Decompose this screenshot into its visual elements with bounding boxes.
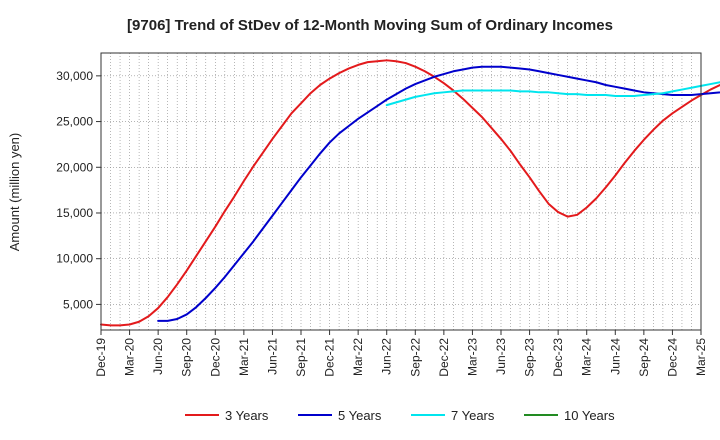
legend-label-3-years: 3 Years bbox=[225, 408, 269, 423]
y-axis: 5,000 10,000 15,000 20,000 25,000 30,000 bbox=[56, 69, 101, 311]
x-tick-label: Dec-23 bbox=[551, 338, 565, 377]
y-tick-label: 30,000 bbox=[56, 69, 93, 83]
legend: 3 Years 5 Years 7 Years 10 Years bbox=[185, 408, 615, 423]
x-tick-label: Sep-21 bbox=[294, 338, 308, 377]
series-layer bbox=[100, 59, 720, 327]
y-tick-label: 10,000 bbox=[56, 252, 93, 266]
legend-label-7-years: 7 Years bbox=[451, 408, 495, 423]
x-tick-label: Mar-21 bbox=[237, 338, 251, 376]
x-tick-label: Mar-20 bbox=[123, 338, 137, 376]
x-tick-label: Jun-24 bbox=[608, 338, 622, 375]
x-tick-label: Mar-24 bbox=[580, 338, 594, 376]
y-tick-label: 5,000 bbox=[63, 297, 93, 311]
x-tick-label: Mar-25 bbox=[694, 338, 708, 376]
x-tick-label: Dec-19 bbox=[94, 338, 108, 377]
x-tick-label: Jun-23 bbox=[494, 338, 508, 375]
x-tick-label: Sep-24 bbox=[637, 338, 651, 377]
legend-label-5-years: 5 Years bbox=[338, 408, 382, 423]
x-tick-label: Sep-20 bbox=[180, 338, 194, 377]
y-tick-label: 25,000 bbox=[56, 115, 93, 129]
y-tick-label: 15,000 bbox=[56, 206, 93, 220]
x-tick-label: Dec-20 bbox=[208, 338, 222, 377]
x-tick-label: Dec-21 bbox=[323, 338, 337, 377]
x-tick-label: Dec-22 bbox=[437, 338, 451, 377]
y-tick-label: 20,000 bbox=[56, 160, 93, 174]
series-line-5-years bbox=[157, 65, 720, 322]
x-tick-label: Mar-22 bbox=[351, 338, 365, 376]
x-tick-label: Jun-21 bbox=[265, 338, 279, 375]
x-tick-label: Sep-22 bbox=[408, 338, 422, 377]
chart-title: [9706] Trend of StDev of 12-Month Moving… bbox=[127, 17, 613, 34]
x-tick-label: Dec-24 bbox=[665, 338, 679, 377]
x-tick-label: Jun-22 bbox=[380, 338, 394, 375]
y-axis-label: Amount (million yen) bbox=[7, 133, 22, 252]
x-tick-label: Mar-23 bbox=[465, 338, 479, 376]
x-axis: Dec-19 Mar-20 Jun-20 Sep-20 Dec-20 Mar-21 Jun-… bbox=[94, 330, 708, 377]
grid bbox=[100, 53, 702, 330]
series-line-3-years bbox=[100, 59, 720, 327]
series-line-7-years bbox=[385, 81, 720, 107]
plot-frame bbox=[100, 52, 702, 331]
x-tick-label: Jun-20 bbox=[151, 338, 165, 375]
plot-area bbox=[101, 53, 701, 330]
x-tick-label: Sep-23 bbox=[523, 338, 537, 377]
legend-label-10-years: 10 Years bbox=[564, 408, 615, 423]
